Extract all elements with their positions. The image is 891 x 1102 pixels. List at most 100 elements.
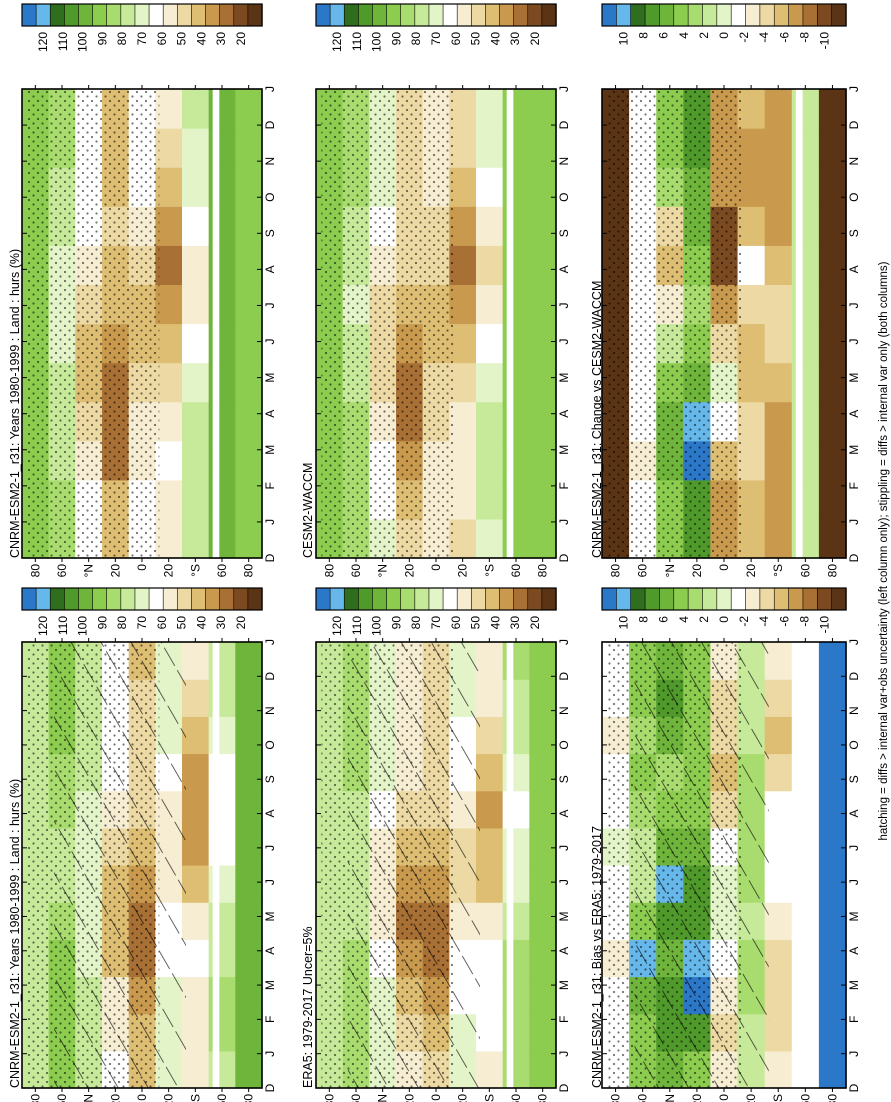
month-label: F — [557, 1016, 571, 1023]
colorbar-swatch — [92, 3, 108, 27]
heat-cell — [818, 827, 847, 866]
month-label: F — [263, 1016, 277, 1023]
month-label: J — [263, 519, 277, 525]
colorbar-swatch — [687, 587, 704, 611]
colorbar-swatch — [659, 587, 675, 611]
colorbar-label: 60 — [155, 616, 169, 630]
heat-cell — [182, 167, 210, 207]
colorbar-swatch — [247, 587, 263, 611]
month-label: O — [263, 193, 277, 202]
colorbar-swatch — [499, 587, 515, 611]
colorbar-swatch — [372, 587, 388, 611]
lat-tick-label: 80 — [28, 1094, 42, 1102]
colorbar-swatch — [470, 3, 487, 27]
lat-tick-label: 80 — [242, 564, 256, 578]
heat-cell — [529, 939, 557, 978]
lat-tick-label: 20 — [108, 1094, 122, 1102]
lat-tick-label: 80 — [536, 564, 550, 578]
colorbar-label: -4 — [757, 616, 771, 627]
heat-cell — [449, 206, 477, 246]
month-label: D — [263, 120, 277, 129]
colorbar-swatch — [702, 587, 718, 611]
colorbar-label: 80 — [115, 616, 129, 630]
month-label: J — [847, 302, 861, 308]
heat-cell — [155, 128, 183, 168]
panel-title: CNRM-ESM2-1_r31: Bias vs ERA5: 1979-2017 — [590, 826, 604, 1088]
figure-root: 80 60 °N 20 0 20 °S 60 80DJFMAMJJASONDJCNRM-ESM2… — [8, 3, 861, 1102]
heat-cell — [182, 128, 210, 168]
heat-cell — [529, 362, 557, 403]
heat-cell — [764, 1050, 793, 1089]
heat-cell — [155, 89, 183, 129]
colorbar-swatch — [485, 587, 501, 611]
heat-cell — [476, 89, 504, 129]
lat-tick-label: 0 — [429, 1094, 443, 1101]
lat-tick-label: 80 — [609, 564, 623, 578]
colorbar: 120 110 100 90 80 70 60 50 40 30 20 — [21, 587, 263, 636]
colorbar-swatch — [162, 3, 178, 27]
colorbar-label: 8 — [637, 616, 651, 623]
month-label: J — [557, 519, 571, 525]
heat-cell — [529, 167, 557, 207]
month-label: S — [263, 775, 277, 783]
heat-cell — [737, 479, 766, 520]
month-label: D — [263, 553, 277, 562]
heat-cell — [764, 284, 793, 325]
colorbar-label: 100 — [76, 616, 90, 636]
colorbar-swatch — [773, 587, 790, 611]
heat-cell — [818, 362, 847, 403]
colorbar-label: 20 — [234, 616, 248, 630]
heat-cell — [737, 167, 766, 207]
heat-cell — [529, 753, 557, 792]
colorbar-label: 30 — [214, 616, 228, 630]
heat-cell — [818, 976, 847, 1015]
heat-cell — [235, 902, 263, 940]
colorbar-swatch — [802, 587, 818, 611]
colorbar-label: -6 — [777, 32, 791, 43]
heat-cell — [818, 1013, 847, 1052]
month-label: O — [557, 193, 571, 202]
colorbar-swatch — [414, 3, 430, 27]
panel-title: CNRM-ESM2-1_r31: Years 1980-1999 : Land … — [8, 779, 22, 1088]
heat-cell — [818, 1050, 847, 1089]
plot-area — [21, 641, 263, 1089]
colorbar-swatch — [78, 3, 94, 27]
heat-cell — [764, 362, 793, 403]
heat-cell — [818, 479, 847, 520]
heat-cell — [818, 679, 847, 717]
plot-area — [601, 88, 847, 559]
heat-cell — [764, 679, 793, 717]
colorbar-swatch — [759, 587, 775, 611]
heat-cell — [182, 1050, 210, 1089]
colorbar-swatch — [773, 3, 790, 27]
panel-title: CNRM-ESM2-1_r31: Change vs CESM2-WACCM — [590, 281, 604, 558]
stippling-overlay — [27, 89, 160, 558]
month-label: F — [847, 482, 861, 489]
lat-tick-label: 20 — [456, 1094, 470, 1102]
colorbar-label: 50 — [469, 616, 483, 630]
colorbar-swatch — [219, 3, 235, 27]
heat-cell — [529, 440, 557, 481]
colorbar-swatch — [428, 3, 444, 27]
colorbar-swatch — [702, 3, 718, 27]
heat-cell — [764, 790, 793, 829]
lat-tick-label: 60 — [215, 564, 229, 578]
heat-cell — [818, 245, 847, 286]
heat-cell — [155, 518, 183, 559]
month-label: J — [263, 1051, 277, 1057]
heat-cell — [476, 642, 504, 680]
colorbar-swatch — [205, 3, 221, 27]
heat-cell — [529, 323, 557, 364]
heat-cell — [818, 865, 847, 903]
lat-tick-label: °N — [82, 564, 96, 577]
colorbar-swatch — [499, 3, 515, 27]
colorbar-label: 60 — [449, 616, 463, 630]
colorbar-swatch — [730, 587, 747, 611]
lat-tick-label: 60 — [215, 1094, 229, 1102]
figure-footnote: hatching = diffs > internal var+obs unce… — [878, 261, 890, 840]
heat-cell — [476, 1013, 504, 1052]
colorbar-label: 50 — [469, 32, 483, 46]
heat-cell — [476, 865, 504, 903]
month-label: J — [557, 339, 571, 345]
colorbar-label: 90 — [389, 616, 403, 630]
